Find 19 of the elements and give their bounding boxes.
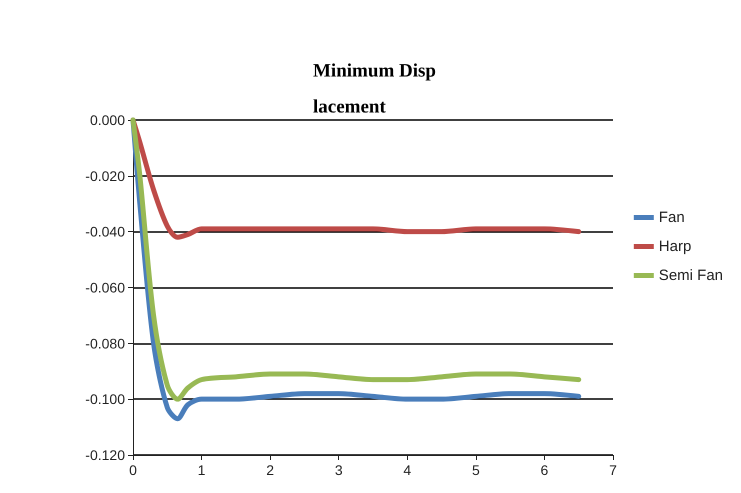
x-tick-label: 4 [403, 462, 412, 478]
legend-label: Fan [658, 209, 685, 226]
x-tick-label: 5 [472, 462, 480, 478]
x-tick-label: 3 [334, 462, 343, 478]
legend-label: Harp [658, 238, 692, 255]
y-tick-label: -0.060 [85, 280, 126, 296]
x-tick-label: 2 [266, 462, 274, 478]
y-tick-label: -0.020 [85, 168, 126, 184]
y-tick-label: -0.120 [85, 447, 126, 463]
y-tick-label: -0.080 [85, 335, 126, 352]
y-tick-label: 0.000 [90, 112, 126, 128]
x-tick-label: 6 [540, 462, 549, 478]
legend-label: Semi Fan [658, 267, 724, 284]
y-tick-label: -0.100 [85, 391, 126, 408]
x-tick-label: 7 [609, 462, 618, 478]
x-tick-label: 0 [129, 462, 138, 478]
x-tick-label: 1 [198, 462, 206, 478]
chart-title: Minimum Displacement [313, 60, 436, 118]
y-tick-label: -0.040 [85, 224, 126, 240]
